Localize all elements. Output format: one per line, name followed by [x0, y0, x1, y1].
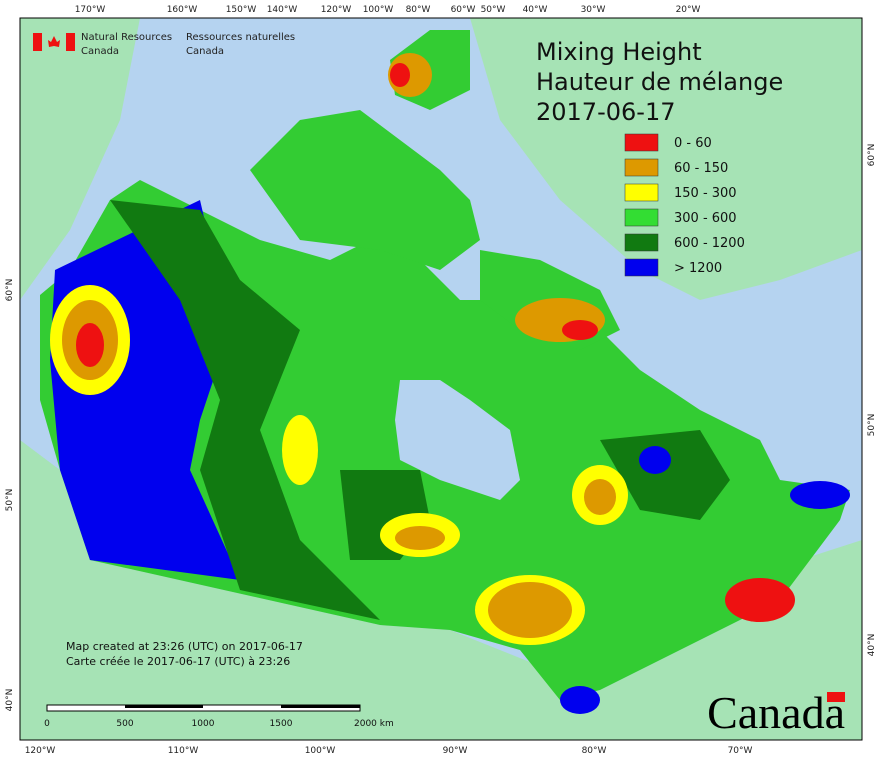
lon-label: 80°W	[406, 5, 431, 15]
lat-label: 50°N	[867, 414, 877, 437]
lon-label: 100°W	[305, 746, 336, 756]
legend-label: > 1200	[674, 261, 722, 276]
scale-label: 500	[116, 719, 133, 729]
legend-swatch	[624, 158, 659, 177]
lat-label: 40°N	[867, 634, 877, 657]
legend-label: 600 - 1200	[674, 236, 745, 251]
lon-label: 70°W	[728, 746, 753, 756]
field-red-3	[562, 320, 598, 340]
scale-bar-segment	[125, 705, 203, 708]
field-orange-2	[488, 582, 572, 638]
lon-label: 160°W	[167, 5, 198, 15]
lat-label: 50°N	[5, 489, 15, 512]
lat-label: 40°N	[5, 689, 15, 712]
title: 2017-06-17	[536, 98, 675, 126]
field-blue-4	[790, 481, 850, 509]
lon-label: 170°W	[75, 5, 106, 15]
note: Map created at 23:26 (UTC) on 2017-06-17	[66, 640, 303, 653]
lon-label: 120°W	[25, 746, 56, 756]
field-red-4	[390, 63, 410, 87]
legend-label: 0 - 60	[674, 136, 712, 151]
legend-label: 300 - 600	[674, 211, 737, 226]
lon-label: 50°W	[481, 5, 506, 15]
scale-bar-segment	[281, 705, 360, 708]
field-red-2	[725, 578, 795, 622]
legend-swatch	[624, 258, 659, 277]
lat-label: 60°N	[867, 144, 877, 167]
dynamic-layer: 0 - 60 60 - 150 150 - 300 300 - 600 600 - 12…	[5, 5, 877, 756]
title: Hauteur de mélange	[536, 68, 783, 96]
field-blue-2	[639, 446, 671, 474]
note: Carte créée le 2017-06-17 (UTC) à 23:26	[66, 655, 290, 668]
legend-label: 60 - 150	[674, 161, 728, 176]
lon-label: 140°W	[267, 5, 298, 15]
title: Mixing Height	[536, 38, 702, 66]
wordmark-flag	[827, 692, 845, 702]
alaska-land	[20, 18, 140, 300]
hudson-bay	[395, 380, 520, 500]
field-blue-3	[560, 686, 600, 714]
lon-label: 90°W	[443, 746, 468, 756]
legend-swatch	[624, 233, 659, 252]
scale-label: 0	[44, 719, 50, 729]
field-red	[76, 323, 104, 367]
scale-label: 1000	[192, 719, 215, 729]
legend-swatch	[624, 183, 659, 202]
lon-label: 40°W	[523, 5, 548, 15]
legend-swatch	[624, 133, 659, 152]
usa-land	[20, 440, 862, 740]
map-border	[19, 17, 863, 741]
legend-label: 150 - 300	[674, 186, 737, 201]
lon-label: 150°W	[226, 5, 257, 15]
lon-label: 20°W	[676, 5, 701, 15]
legend-swatch	[624, 208, 659, 227]
lon-label: 30°W	[581, 5, 606, 15]
lat-label: 60°N	[5, 279, 15, 302]
field-darkgreen-3	[600, 430, 730, 520]
map-frame	[19, 17, 863, 741]
field-yellow-5	[282, 415, 318, 485]
field-orange-3	[395, 526, 445, 550]
lon-label: 110°W	[168, 746, 199, 756]
credit: Natural Resources	[81, 32, 172, 43]
lon-label: 80°W	[582, 746, 607, 756]
greenland-land	[470, 18, 862, 300]
credit: Ressources naturelles	[186, 32, 295, 43]
wordmark: Canada	[707, 687, 845, 738]
credit: Canada	[81, 46, 119, 57]
field-darkgreen	[110, 200, 380, 620]
flag-leaf	[48, 36, 60, 47]
lon-label: 100°W	[363, 5, 394, 15]
scale-label: 1500	[270, 719, 293, 729]
lon-label: 120°W	[321, 5, 352, 15]
credit: Canada	[186, 46, 224, 57]
field-orange-4	[584, 479, 616, 515]
lon-label: 60°W	[451, 5, 476, 15]
arctic-islands	[250, 110, 480, 270]
flag-bar	[33, 33, 42, 51]
flag-bar	[66, 33, 75, 51]
scale-label: 2000 km	[354, 719, 394, 729]
